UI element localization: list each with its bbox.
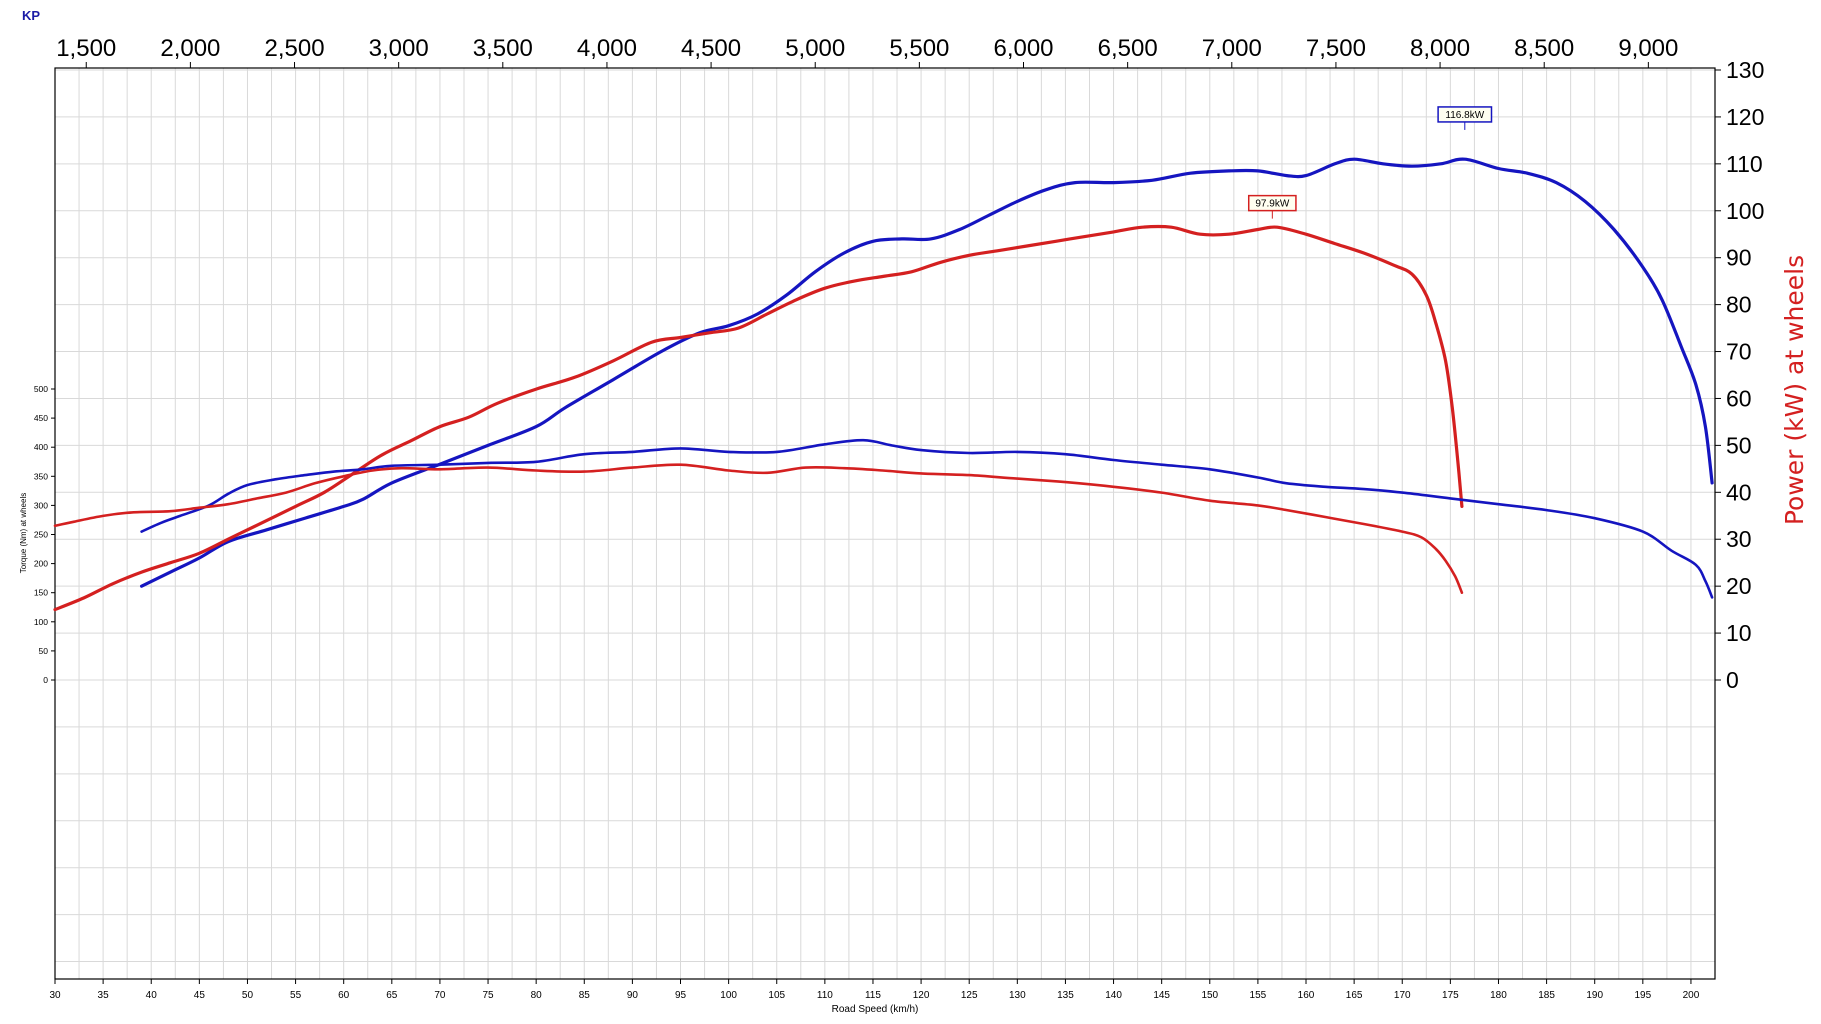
- speed-tick-label: 125: [961, 990, 978, 1001]
- speed-tick-label: 40: [146, 990, 158, 1001]
- plot-frame: [54, 67, 1716, 980]
- torque-tick-label: 500: [34, 384, 48, 394]
- rpm-tick-label: 4,500: [681, 35, 741, 62]
- power-tick-label: 80: [1726, 292, 1752, 318]
- torque-tick-label: 350: [34, 471, 48, 481]
- speed-tick-label: 170: [1394, 990, 1411, 1001]
- rpm-tick-label: 5,500: [889, 35, 949, 62]
- road-speed-axis-title: Road Speed (km/h): [832, 1004, 919, 1015]
- speed-tick-label: 60: [338, 990, 350, 1001]
- speed-tick-label: 150: [1201, 990, 1218, 1001]
- torque-tick-label: 450: [34, 413, 48, 423]
- speed-tick-label: 110: [817, 990, 833, 1001]
- rpm-axis: 1,500 2,000 2,500 3,000 3,500 4,000 4,500 5,000…: [56, 35, 1678, 68]
- power-tick-label: 40: [1726, 479, 1752, 505]
- torque-tick-label: 300: [34, 500, 48, 510]
- road-speed-axis: 30 35 40 45 50 55 60 65 70 75 80 85 90 95 100 105 110 115…: [49, 979, 1700, 1001]
- axis-titles: Road Speed (km/h) Torque (Nm) at wheels Po…: [19, 255, 1809, 1015]
- torque-tick-label: 150: [34, 588, 48, 598]
- rpm-tick-label: 8,500: [1514, 35, 1574, 62]
- speed-tick-label: 65: [386, 990, 398, 1001]
- peak-annotations: 116.8kW 97.9kW: [1247, 106, 1493, 219]
- torque-tick-label: 50: [39, 646, 49, 656]
- torque-tick-label: 0: [43, 675, 48, 685]
- grid-lines: [54, 68, 1716, 979]
- speed-tick-label: 145: [1153, 990, 1170, 1001]
- power-tick-label: 10: [1726, 620, 1752, 646]
- torque-tick-label: 400: [34, 442, 48, 452]
- speed-tick-label: 105: [768, 990, 785, 1001]
- speed-tick-label: 160: [1298, 990, 1315, 1001]
- speed-tick-label: 175: [1442, 990, 1459, 1001]
- rpm-tick-label: 6,000: [993, 35, 1053, 62]
- power-tick-label: 70: [1726, 339, 1752, 365]
- kp-label: KP: [22, 8, 41, 23]
- rpm-tick-label: 8,000: [1410, 35, 1470, 62]
- speed-tick-label: 115: [865, 990, 881, 1001]
- blue_torque-line: [140, 438, 1714, 599]
- rpm-tick-label: 5,000: [785, 35, 845, 62]
- rpm-tick-label: 6,500: [1098, 35, 1158, 62]
- torque-axis-title: Torque (Nm) at wheels: [19, 493, 28, 573]
- speed-tick-label: 140: [1105, 990, 1122, 1001]
- power-tick-label: 90: [1726, 245, 1752, 271]
- red_power-annotation-label: 97.9kW: [1255, 199, 1289, 210]
- speed-tick-label: 130: [1009, 990, 1026, 1001]
- speed-tick-label: 135: [1057, 990, 1074, 1001]
- rpm-tick-label: 2,000: [160, 35, 220, 62]
- power-tick-label: 30: [1726, 526, 1752, 552]
- rpm-tick-label: 4,000: [577, 35, 637, 62]
- power-tick-label: 0: [1726, 667, 1739, 693]
- torque-axis: 0 50 100 150 200 250 300 350 400 450 500: [34, 384, 55, 685]
- speed-tick-label: 55: [290, 990, 302, 1001]
- speed-tick-label: 35: [98, 990, 110, 1001]
- power-tick-label: 110: [1726, 151, 1763, 177]
- rpm-tick-label: 9,000: [1618, 35, 1678, 62]
- power-tick-label: 130: [1726, 57, 1764, 83]
- red_power-annotation-box: [1247, 194, 1297, 212]
- speed-tick-label: 90: [627, 990, 639, 1001]
- power-tick-label: 50: [1726, 432, 1752, 458]
- red_torque-line: [53, 463, 1464, 594]
- speed-tick-label: 195: [1634, 990, 1651, 1001]
- speed-tick-label: 85: [579, 990, 591, 1001]
- blue_power-annotation-box: [1437, 106, 1493, 123]
- blue_power-annotation-label: 116.8kW: [1445, 110, 1484, 121]
- red_power-line: [53, 224, 1464, 612]
- power-tick-label: 120: [1726, 104, 1764, 130]
- power-tick-label: 20: [1726, 573, 1752, 599]
- speed-tick-label: 70: [434, 990, 446, 1001]
- speed-tick-label: 75: [482, 990, 494, 1001]
- speed-tick-label: 155: [1250, 990, 1267, 1001]
- speed-tick-label: 50: [242, 990, 254, 1001]
- rpm-tick-label: 3,000: [369, 35, 429, 62]
- speed-tick-label: 95: [675, 990, 687, 1001]
- torque-tick-label: 100: [34, 617, 48, 627]
- rpm-tick-label: 1,500: [56, 35, 116, 62]
- speed-tick-label: 165: [1346, 990, 1363, 1001]
- speed-tick-label: 190: [1586, 990, 1603, 1001]
- speed-tick-label: 30: [49, 990, 61, 1001]
- torque-tick-label: 200: [34, 559, 48, 569]
- speed-tick-label: 180: [1490, 990, 1507, 1001]
- rpm-tick-label: 2,500: [264, 35, 324, 62]
- blue_power-line: [140, 157, 1714, 588]
- speed-tick-label: 80: [531, 990, 543, 1001]
- torque-tick-label: 250: [34, 530, 48, 540]
- speed-tick-label: 100: [720, 990, 737, 1001]
- power-axis: 0 10 20 30 40 50 60 70 80 90 100 110 120 130: [1715, 57, 1764, 693]
- series-curves: [53, 157, 1714, 612]
- speed-tick-label: 200: [1683, 990, 1700, 1001]
- rpm-tick-label: 3,500: [473, 35, 533, 62]
- power-axis-title: Power (kW) at wheels: [1780, 255, 1809, 525]
- power-tick-label: 100: [1726, 198, 1764, 224]
- speed-tick-label: 185: [1538, 990, 1555, 1001]
- speed-tick-label: 120: [913, 990, 930, 1001]
- rpm-tick-label: 7,500: [1306, 35, 1366, 62]
- power-tick-label: 60: [1726, 385, 1752, 411]
- rpm-tick-label: 7,000: [1202, 35, 1262, 62]
- speed-tick-label: 45: [194, 990, 206, 1001]
